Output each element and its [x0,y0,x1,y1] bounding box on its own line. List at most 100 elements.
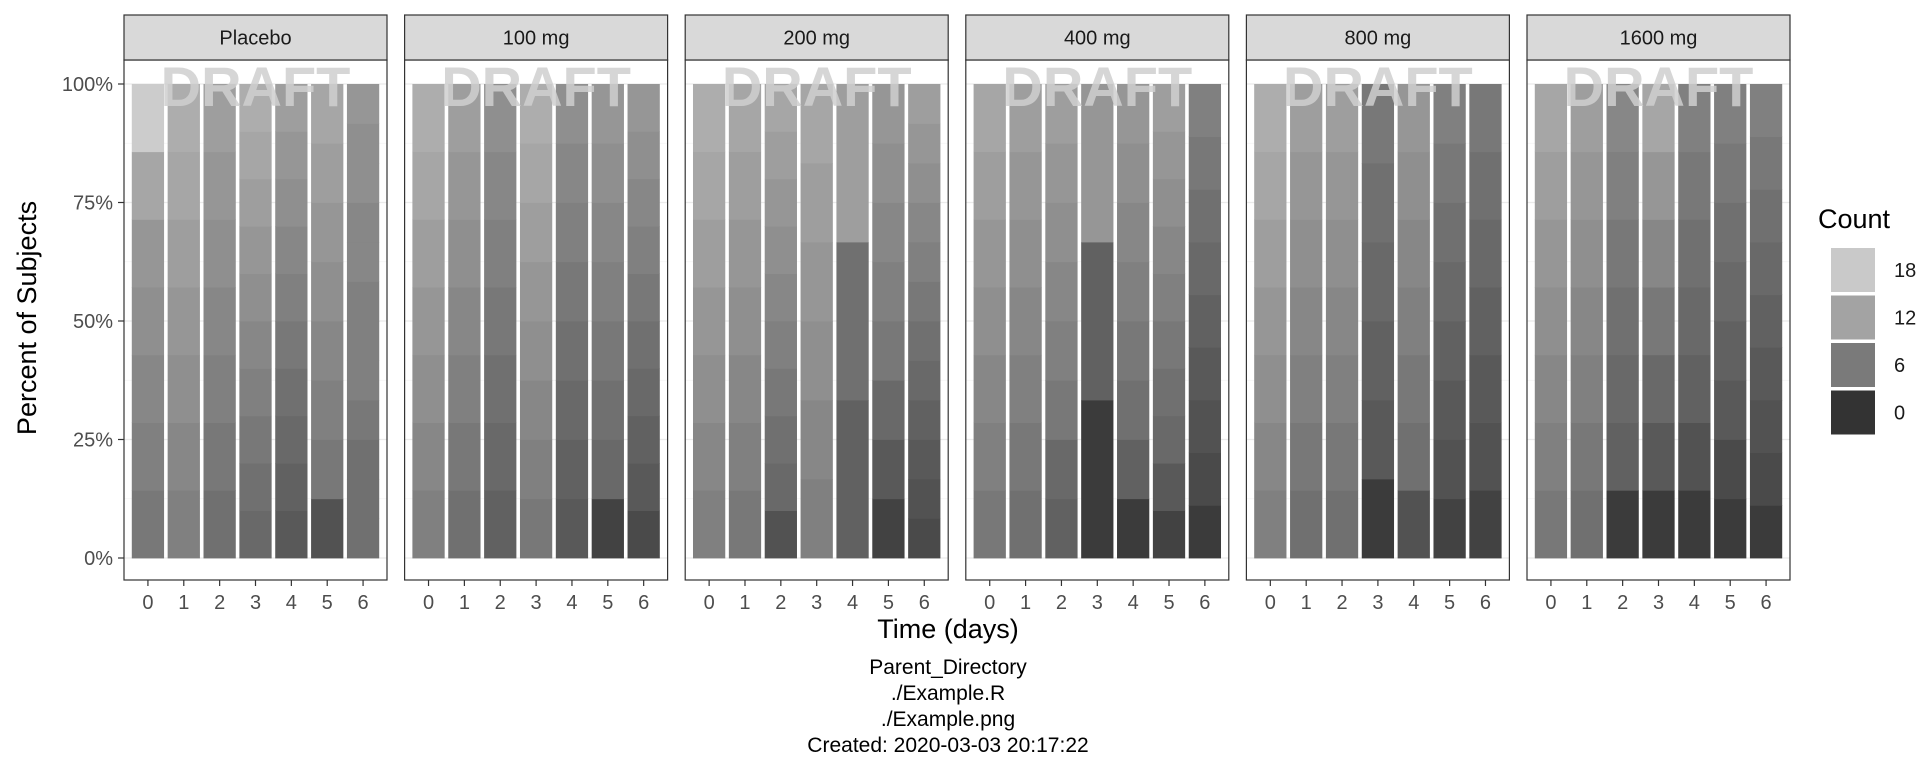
bar-segment [764,273,797,322]
bar-segment [1009,219,1042,288]
bar-segment [872,321,905,381]
bar-segment [346,518,380,559]
bar-segment [1606,490,1639,559]
bar-segment [448,287,481,356]
bar-segment [1433,261,1466,322]
bar-segment [627,321,660,369]
bar-segment [1254,490,1287,559]
facet-strip [123,14,388,61]
bar-segment [311,84,344,144]
bar-segment [275,226,308,274]
bar-segment [346,479,380,519]
bar-segment [1117,202,1150,263]
x-tick-label: 6 [1480,592,1491,614]
facet-panel: 0 1 2 3 4 5 6 DRAFT 800 mg [1245,14,1511,614]
bar-segment [1188,84,1222,138]
bar-segment [275,178,308,227]
bar-segment [412,84,445,153]
bar-segment [692,287,726,356]
facet-label: 800 mg [1345,28,1412,50]
bar-segment [872,380,905,440]
bar [311,84,344,559]
bar-segment [484,422,517,491]
x-tick-label: 4 [1128,592,1139,614]
bar-segment [203,219,236,288]
bar [1433,84,1466,559]
bar-segment [1606,422,1639,491]
bar-segment [836,400,869,559]
bar-segment [1469,354,1502,423]
bar-segment [1397,151,1430,220]
bar-segment [908,202,941,243]
bar-segment [1188,452,1222,506]
bar-segment [412,490,445,559]
bar [872,84,905,559]
watermark: DRAFT [441,55,631,118]
bar-segment [346,123,380,164]
bar-segment [484,354,517,423]
bar [555,84,589,559]
bar-segment [627,510,660,559]
bar-segment [1678,354,1711,423]
facet-strip [1526,14,1791,61]
bar-segment [1433,84,1466,144]
bar-segment [908,518,941,559]
bar-segment [764,131,797,180]
bar-segment [1152,273,1186,322]
bar-segment [728,354,762,423]
bar-segment [1606,84,1639,153]
bar-segment [591,143,624,203]
legend-label: 12 [1894,308,1916,330]
bar-segment [1714,439,1747,500]
x-tick-label: 6 [358,592,369,614]
bar-segment [1570,422,1603,491]
x-tick-label: 4 [847,592,858,614]
bar-segment [1570,84,1603,153]
bar-segment [1325,354,1359,423]
bar-segment [1290,422,1323,491]
bar-segment [131,151,165,220]
bar-segment [1045,202,1078,263]
bar [1749,84,1783,559]
bar-segment [1045,143,1078,203]
bar-segment [275,415,308,464]
bar-segment [1117,439,1150,500]
bar [591,84,624,559]
y-axis-title: Percent of Subjects [12,201,42,435]
bar [1570,84,1603,559]
bar-segment [1254,422,1287,491]
bar-segment [519,439,553,500]
x-tick-label: 0 [1265,592,1276,614]
bar-segment [1152,226,1186,274]
bar-segment [1570,354,1603,423]
bar-segment [519,143,553,203]
bar-segment [203,354,236,423]
bar-segment [1570,490,1603,559]
bar-segment [627,226,660,274]
bar-segment [1045,380,1078,440]
bar-segment [448,490,481,559]
watermark: DRAFT [722,55,912,118]
x-tick-label: 3 [1372,592,1383,614]
x-tick-label: 6 [1199,592,1210,614]
bar-segment [1469,287,1502,356]
facet-panel: 0 1 2 3 4 5 6 DRAFT 100 mg [404,14,669,614]
bar-segment [555,202,589,263]
x-tick-label: 3 [250,592,261,614]
bar-segment [1749,452,1783,506]
bar-segment [555,439,589,500]
x-axis-title: Time (days) [877,614,1019,644]
bar-segment [239,131,272,180]
bar-segment [1714,321,1747,381]
bar-segment [908,242,941,282]
x-tick-label: 1 [1020,592,1031,614]
bar-segment [239,84,272,132]
legend-item: 12 [1831,295,1916,340]
bar-segment [908,123,941,164]
legend-item: 18 [1831,248,1916,292]
bar-segment [591,380,624,440]
bar [1188,84,1222,559]
bar-segment [1714,498,1747,559]
bar-segment [484,287,517,356]
bar-segment [1188,400,1222,454]
